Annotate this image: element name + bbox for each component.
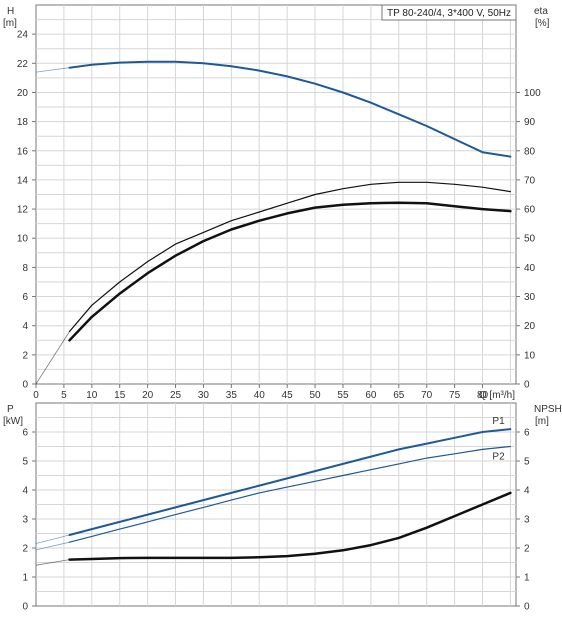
right-tick-label: 4	[524, 486, 530, 497]
series-extension	[35, 331, 70, 385]
series-line-top-0	[68, 60, 512, 158]
left-axis-label: P	[7, 404, 14, 415]
left-axis-unit: [kW]	[3, 416, 23, 427]
left-tick-label: 20	[17, 88, 29, 99]
left-tick-label: 1	[22, 573, 28, 584]
x-tick-label: 15	[114, 390, 126, 401]
left-tick-label: 4	[22, 321, 28, 332]
right-tick-label: 70	[524, 175, 536, 186]
panel-top	[32, 4, 520, 388]
x-tick-label: 20	[142, 390, 154, 401]
left-tick-label: 2	[22, 350, 28, 361]
right-tick-label: 1	[524, 573, 530, 584]
left-tick-label: 0	[22, 602, 28, 613]
x-tick-label: 50	[310, 390, 322, 401]
x-tick-label: 75	[449, 390, 461, 401]
series-extension	[35, 67, 70, 73]
x-tick-label: 65	[393, 390, 405, 401]
left-tick-label: 6	[22, 292, 28, 303]
left-tick-label: 22	[17, 59, 29, 70]
series-extension	[35, 541, 70, 551]
left-tick-label: 10	[17, 234, 29, 245]
left-tick-label: 4	[22, 486, 28, 497]
right-tick-label: 0	[524, 602, 530, 613]
right-tick-label: 60	[524, 205, 536, 216]
left-axis-label: H	[7, 6, 14, 17]
x-axis-label: Q [m³/h]	[479, 390, 515, 401]
left-tick-label: 12	[17, 205, 29, 216]
right-tick-label: 100	[524, 88, 541, 99]
left-tick-label: 6	[22, 428, 28, 439]
left-axis-unit: [m]	[3, 18, 17, 29]
right-tick-label: 3	[524, 515, 530, 526]
series-line-bottom-2	[68, 491, 512, 561]
panel-bottom	[32, 402, 520, 607]
x-tick-label: 5	[61, 390, 67, 401]
title-frame	[381, 4, 517, 21]
right-tick-label: 10	[524, 350, 536, 361]
chart-title: TP 80-240/4, 3*400 V, 50Hz	[387, 8, 511, 19]
left-tick-label: 8	[22, 263, 28, 274]
series-line-top-2	[68, 201, 512, 342]
right-axis-label: eta	[534, 6, 548, 17]
right-axis-unit: [m]	[535, 416, 549, 427]
x-tick-label: 45	[282, 390, 294, 401]
left-tick-label: 14	[17, 175, 29, 186]
x-tick-label: 55	[337, 390, 349, 401]
left-tick-label: 2	[22, 544, 28, 555]
x-tick-label: 80	[477, 390, 489, 401]
right-tick-label: 50	[524, 234, 536, 245]
x-tick-label: 60	[365, 390, 377, 401]
x-tick-label: 30	[198, 390, 210, 401]
right-tick-label: 0	[524, 380, 530, 391]
series-line-p1	[68, 428, 512, 536]
right-axis-unit: [%]	[535, 18, 550, 29]
right-tick-label: 2	[524, 544, 530, 555]
x-tick-label: 70	[421, 390, 433, 401]
series-label-p1: P1	[492, 416, 505, 427]
series-line-p2	[68, 445, 511, 543]
series-extension	[35, 559, 70, 566]
series-line-top-1	[68, 181, 511, 333]
left-tick-label: 3	[22, 515, 28, 526]
series-extension	[35, 534, 70, 544]
series-label-p2: P2	[492, 452, 505, 463]
x-tick-label: 40	[254, 390, 266, 401]
right-tick-label: 6	[524, 428, 530, 439]
right-tick-label: 30	[524, 292, 536, 303]
right-tick-label: 80	[524, 146, 536, 157]
left-tick-label: 16	[17, 146, 29, 157]
left-tick-label: 0	[22, 380, 28, 391]
right-tick-label: 5	[524, 457, 530, 468]
left-tick-label: 24	[17, 30, 29, 41]
x-tick-label: 10	[86, 390, 98, 401]
x-tick-label: 25	[170, 390, 182, 401]
right-tick-label: 20	[524, 321, 536, 332]
right-tick-label: 40	[524, 263, 536, 274]
x-tick-label: 0	[33, 390, 39, 401]
left-tick-label: 5	[22, 457, 28, 468]
right-axis-label: NPSH	[534, 404, 562, 415]
right-tick-label: 90	[524, 117, 536, 128]
left-tick-label: 18	[17, 117, 29, 128]
x-tick-label: 35	[226, 390, 238, 401]
chart-title-box: TP 80-240/4, 3*400 V, 50Hz	[381, 4, 517, 21]
